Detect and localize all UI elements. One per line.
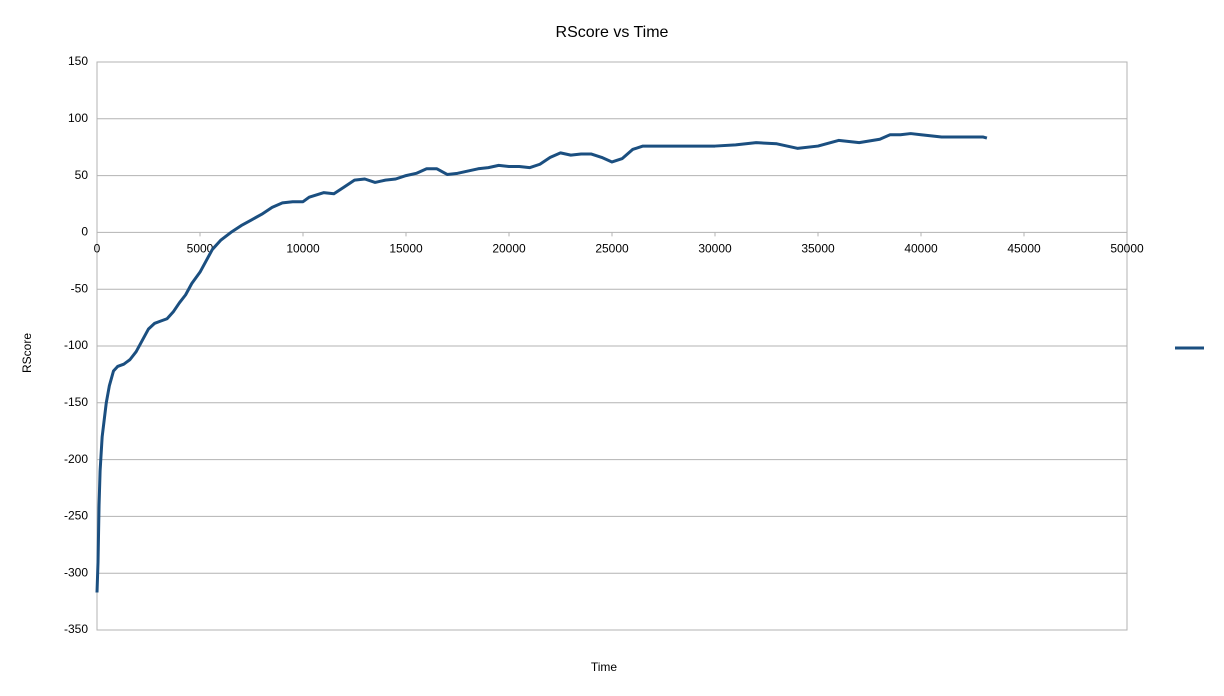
x-tick-label: 0: [94, 242, 101, 256]
x-tick-label: 10000: [286, 242, 320, 256]
y-tick-label: 100: [68, 111, 88, 125]
x-tick-label: 30000: [698, 242, 732, 256]
y-tick-label: 50: [75, 168, 89, 182]
plot-border: [96, 61, 1128, 631]
x-tick-label: 5000: [187, 242, 214, 256]
y-tick-label: -250: [64, 509, 88, 523]
x-tick-label: 15000: [389, 242, 423, 256]
data-line: [95, 132, 988, 593]
x-tick-label: 45000: [1007, 242, 1041, 256]
y-tick-label: -100: [64, 338, 88, 352]
y-tick-label: 150: [68, 54, 88, 68]
x-axis-title: Time: [591, 660, 618, 674]
y-tick-label: -50: [71, 281, 89, 295]
y-tick-label: -150: [64, 395, 88, 409]
x-tick-label: 20000: [492, 242, 526, 256]
y-tick-label: -350: [64, 622, 88, 636]
y-tick-label: -200: [64, 452, 88, 466]
x-tick-label: 50000: [1110, 242, 1144, 256]
x-tick-label: 40000: [904, 242, 938, 256]
y-tick-label: -300: [64, 565, 88, 579]
chart-title: RScore vs Time: [556, 24, 669, 41]
x-tick-label: 25000: [595, 242, 629, 256]
y-tick-label: 0: [81, 225, 88, 239]
y-axis-title: RScore: [20, 333, 34, 373]
x-tick-label: 35000: [801, 242, 835, 256]
